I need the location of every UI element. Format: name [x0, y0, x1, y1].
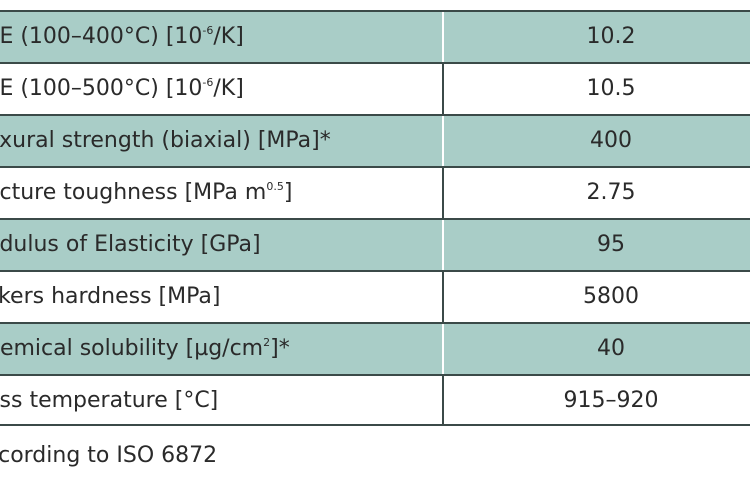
row-value: 95 — [442, 220, 750, 270]
label-text: hemical solubility [µg/cm — [0, 336, 264, 361]
label-text: /K] — [213, 76, 244, 101]
row-label: odulus of Elasticity [GPa] — [0, 220, 261, 270]
label-superscript: -6 — [202, 76, 214, 89]
table-row: hemical solubility [µg/cm2]* 40 — [0, 322, 750, 374]
row-value: 10.5 — [442, 64, 750, 114]
label-text: TE (100–400°C) [10 — [0, 24, 203, 49]
table-row: acture toughness [MPa m0.5] 2.75 — [0, 166, 750, 218]
label-text: ess temperature [°C] — [0, 388, 219, 413]
row-value: 400 — [442, 116, 750, 166]
label-text: odulus of Elasticity [GPa] — [0, 232, 261, 257]
table-row: ess temperature [°C] 915–920 — [0, 374, 750, 426]
label-superscript: 0.5 — [266, 180, 284, 193]
row-value: 2.75 — [442, 168, 750, 218]
label-text: TE (100–500°C) [10 — [0, 76, 203, 101]
label-text: ]* — [270, 336, 290, 361]
table-row: exural strength (biaxial) [MPa]* 400 — [0, 114, 750, 166]
row-label: TE (100–500°C) [10-6/K] — [0, 64, 244, 114]
label-text: ] — [283, 180, 293, 205]
row-label: exural strength (biaxial) [MPa]* — [0, 116, 331, 166]
properties-table: TE (100–400°C) [10-6/K] 10.2 TE (100–500°C… — [0, 10, 750, 426]
label-text: exural strength (biaxial) [MPa]* — [0, 128, 331, 153]
row-value: 5800 — [442, 272, 750, 322]
label-superscript: -6 — [202, 24, 214, 37]
row-label: TE (100–400°C) [10-6/K] — [0, 12, 244, 62]
row-label: ckers hardness [MPa] — [0, 272, 220, 322]
table-row: TE (100–500°C) [10-6/K] 10.5 — [0, 62, 750, 114]
label-text: /K] — [213, 24, 244, 49]
row-value: 915–920 — [442, 376, 750, 426]
table-row: odulus of Elasticity [GPa] 95 — [0, 218, 750, 270]
row-label: acture toughness [MPa m0.5] — [0, 168, 292, 218]
row-value: 10.2 — [442, 12, 750, 62]
footnote: ccording to ISO 6872 — [0, 443, 218, 468]
label-text: ckers hardness [MPa] — [0, 284, 221, 309]
label-text: acture toughness [MPa m — [0, 180, 267, 205]
label-superscript: 2 — [263, 336, 271, 349]
row-label: ess temperature [°C] — [0, 376, 218, 426]
row-label: hemical solubility [µg/cm2]* — [0, 324, 290, 374]
row-value: 40 — [442, 324, 750, 374]
table-row: TE (100–400°C) [10-6/K] 10.2 — [0, 10, 750, 62]
table-row: ckers hardness [MPa] 5800 — [0, 270, 750, 322]
